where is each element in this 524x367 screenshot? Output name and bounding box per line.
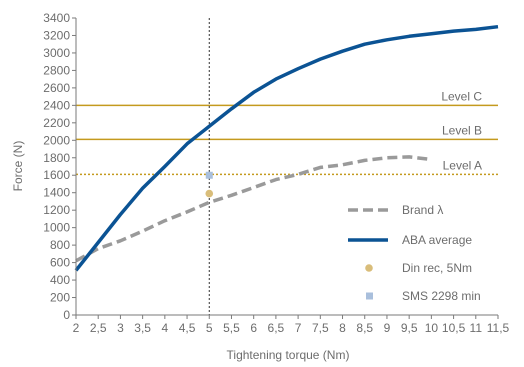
x-tick-label: 9 <box>384 321 391 335</box>
x-tick-label: 7,5 <box>312 321 329 335</box>
y-tick-label: 2800 <box>43 63 70 77</box>
legend-label: SMS 2298 min <box>402 289 481 303</box>
x-tick-label: 5,5 <box>223 321 240 335</box>
level-label: Level B <box>442 123 482 137</box>
sms-point <box>205 171 213 179</box>
y-tick-label: 1400 <box>43 186 70 200</box>
x-tick-label: 4 <box>161 321 168 335</box>
y-tick-label: 1200 <box>43 203 70 217</box>
x-tick-label: 11,5 <box>487 321 510 335</box>
y-tick-label: 2400 <box>43 98 70 112</box>
legend-swatch-din <box>365 264 373 272</box>
y-tick-label: 3400 <box>43 11 70 25</box>
y-axis-title: Force (N) <box>11 141 25 192</box>
x-tick-label: 3 <box>117 321 124 335</box>
y-tick-label: 800 <box>50 238 70 252</box>
x-tick-label: 2 <box>73 321 80 335</box>
y-tick-label: 3000 <box>43 46 70 60</box>
level-label: Level A <box>443 158 482 172</box>
y-tick-label: 200 <box>50 291 70 305</box>
x-tick-label: 5 <box>206 321 213 335</box>
legend-swatch-sms <box>366 292 373 300</box>
aba-average-line <box>74 24 499 272</box>
x-tick-label: 9,5 <box>401 321 418 335</box>
x-tick-label: 7 <box>295 321 302 335</box>
y-tick-label: 0 <box>63 308 70 322</box>
x-tick-label: 10,5 <box>442 321 466 335</box>
y-tick-label: 2600 <box>43 81 70 95</box>
x-axis-title: Tightening torque (Nm) <box>227 348 350 362</box>
y-tick-label: 3200 <box>43 28 70 42</box>
x-tick-label: 8 <box>339 321 346 335</box>
brand-lambda-line <box>75 155 432 263</box>
y-tick-label: 1000 <box>43 221 70 235</box>
x-tick-label: 11 <box>470 321 483 335</box>
x-tick-label: 8,5 <box>356 321 373 335</box>
y-tick-label: 2000 <box>43 133 70 147</box>
y-tick-label: 1800 <box>43 151 70 165</box>
y-tick-label: 400 <box>50 273 70 287</box>
legend-label: Din rec, 5Nm <box>402 261 472 275</box>
x-tick-label: 3,5 <box>134 321 151 335</box>
x-tick-label: 6 <box>250 321 257 335</box>
din-point <box>205 189 214 198</box>
level-label: Level C <box>441 89 482 103</box>
legend-label: Brand λ <box>402 203 443 217</box>
x-tick-label: 4,5 <box>179 321 196 335</box>
legend-label: ABA average <box>402 233 472 247</box>
y-tick-label: 600 <box>50 256 70 270</box>
x-tick-label: 6,5 <box>268 321 285 335</box>
x-tick-label: 10 <box>425 321 439 335</box>
y-tick-label: 2200 <box>43 116 70 130</box>
x-tick-label: 2,5 <box>90 321 107 335</box>
y-tick-label: 1600 <box>43 168 70 182</box>
